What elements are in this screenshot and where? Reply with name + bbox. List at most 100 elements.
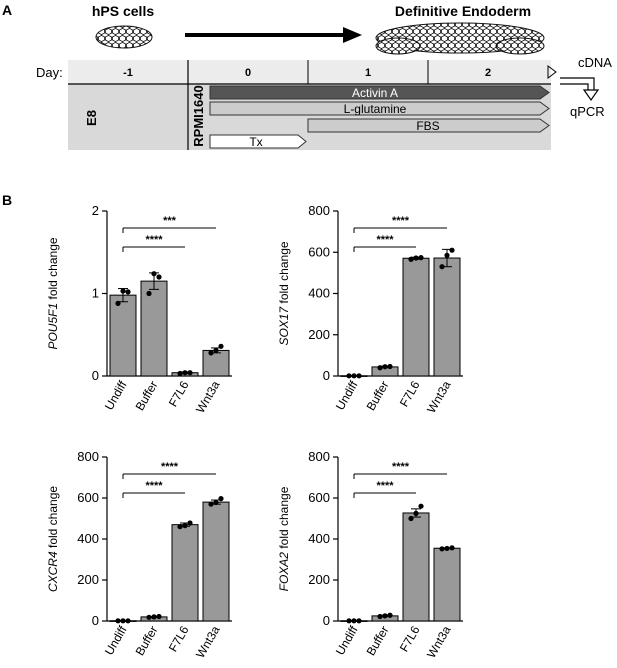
panel-b-label: B <box>2 192 12 208</box>
significance-label: *** <box>163 215 177 227</box>
data-point <box>125 618 131 624</box>
data-point <box>444 545 450 552</box>
data-point <box>208 501 214 507</box>
data-point <box>120 288 126 294</box>
bar-wnt3a <box>202 501 230 622</box>
data-point <box>377 365 383 371</box>
day-1: 1 <box>365 67 371 79</box>
y-tick-label: 1 <box>92 286 99 301</box>
data-point <box>377 613 383 620</box>
day-label: Day: <box>36 65 63 80</box>
panel-a: A hPS cells Definitive Endoderm Day: -1 … <box>2 2 612 150</box>
data-point <box>418 255 424 261</box>
data-point <box>346 373 352 379</box>
significance-label: **** <box>376 480 394 492</box>
y-tick-label: 200 <box>308 327 330 342</box>
fbs-bar: FBS <box>307 118 550 133</box>
x-tick-label: F7L6 <box>166 623 192 654</box>
data-point <box>382 613 388 619</box>
significance-label: **** <box>145 234 163 246</box>
y-tick-label: 800 <box>308 203 330 218</box>
chart-foxa2: 0 200 400 600 800 FOXA2 fold change Undiff Buff… <box>277 449 463 661</box>
day-2: 2 <box>485 67 491 79</box>
data-point <box>115 300 121 306</box>
bar-wnt3a <box>202 349 230 377</box>
definitive-endoderm-title: Definitive Endoderm <box>395 3 531 19</box>
data-point <box>218 496 224 502</box>
data-point <box>146 290 152 297</box>
bar-undiff <box>109 294 137 377</box>
data-point <box>120 618 126 624</box>
rpmi-label: RPMI1640 <box>191 85 206 146</box>
hps-colony-icon <box>95 25 153 49</box>
data-point <box>413 510 419 516</box>
x-tick-label: Wnt3a <box>193 378 223 415</box>
activin-a-label: Activin A <box>352 86 398 100</box>
y-tick-label: 2 <box>92 203 99 218</box>
data-point <box>115 618 121 624</box>
cdna-to-qpcr-arrow-icon <box>560 77 600 102</box>
x-tick-label: F7L6 <box>166 378 192 409</box>
y-tick-label: 600 <box>77 490 99 505</box>
x-tick-label: Undiff <box>102 623 130 658</box>
data-point <box>387 363 393 370</box>
x-tick-label: F7L6 <box>397 378 423 409</box>
y-tick-label: 400 <box>308 531 330 546</box>
l-glutamine-label: L-glutamine <box>344 102 407 116</box>
data-point <box>408 256 414 262</box>
activin-a-bar: Activin A <box>209 85 550 100</box>
bar-f7l6 <box>171 524 199 622</box>
data-point <box>346 618 352 624</box>
bar-wnt3a <box>433 547 461 622</box>
data-point <box>449 545 455 551</box>
significance-label: **** <box>376 234 394 246</box>
data-point <box>151 614 157 620</box>
data-point <box>418 503 424 509</box>
y-tick-label: 200 <box>77 572 99 587</box>
data-point <box>439 546 445 552</box>
x-tick-label: Undiff <box>102 378 130 413</box>
data-point <box>439 264 445 270</box>
y-tick-label: 0 <box>323 368 330 383</box>
data-point <box>177 524 183 530</box>
y-tick-label: 0 <box>323 613 330 628</box>
data-point <box>213 499 219 506</box>
significance-label: **** <box>392 461 410 473</box>
y-tick-label: 600 <box>308 244 330 259</box>
x-tick-label: F7L6 <box>397 623 423 654</box>
x-tick-label: Undiff <box>333 623 361 658</box>
chart-cxcr4: 0 200 400 600 800 CXCR4 fold change Undiff Buff… <box>46 449 232 661</box>
data-point <box>382 364 388 370</box>
data-point <box>151 271 157 277</box>
y-tick-label: 400 <box>308 286 330 301</box>
timeline-day-strip <box>68 60 551 84</box>
y-tick-label: 800 <box>77 449 99 464</box>
endoderm-cluster-icon <box>375 22 545 55</box>
chart-pou5f1: 0 1 2 POU5F1 fold change Undiff Buffer F7L6 Wnt… <box>46 203 232 416</box>
tx-bar: Tx <box>209 134 307 149</box>
data-point <box>156 613 162 620</box>
y-tick-label: 600 <box>308 490 330 505</box>
data-point <box>177 370 183 377</box>
y-tick-label: 800 <box>308 449 330 464</box>
y-axis-label: FOXA2 fold change <box>277 486 291 591</box>
qpcr-label: qPCR <box>570 104 605 119</box>
data-point <box>182 523 188 529</box>
data-point <box>444 252 450 258</box>
x-tick-label: Buffer <box>133 624 161 659</box>
significance-label: **** <box>145 480 163 492</box>
significance-label: **** <box>392 215 410 227</box>
data-point <box>356 618 362 624</box>
data-point <box>125 289 131 295</box>
x-tick-label: Buffer <box>364 379 392 414</box>
differentiation-arrow-icon <box>185 27 362 43</box>
bar-buffer <box>140 280 168 377</box>
day-0: 0 <box>245 67 251 79</box>
data-point <box>208 350 214 356</box>
data-point <box>213 347 219 354</box>
data-point <box>356 373 362 379</box>
x-tick-label: Wnt3a <box>193 623 223 660</box>
data-point <box>146 614 152 620</box>
